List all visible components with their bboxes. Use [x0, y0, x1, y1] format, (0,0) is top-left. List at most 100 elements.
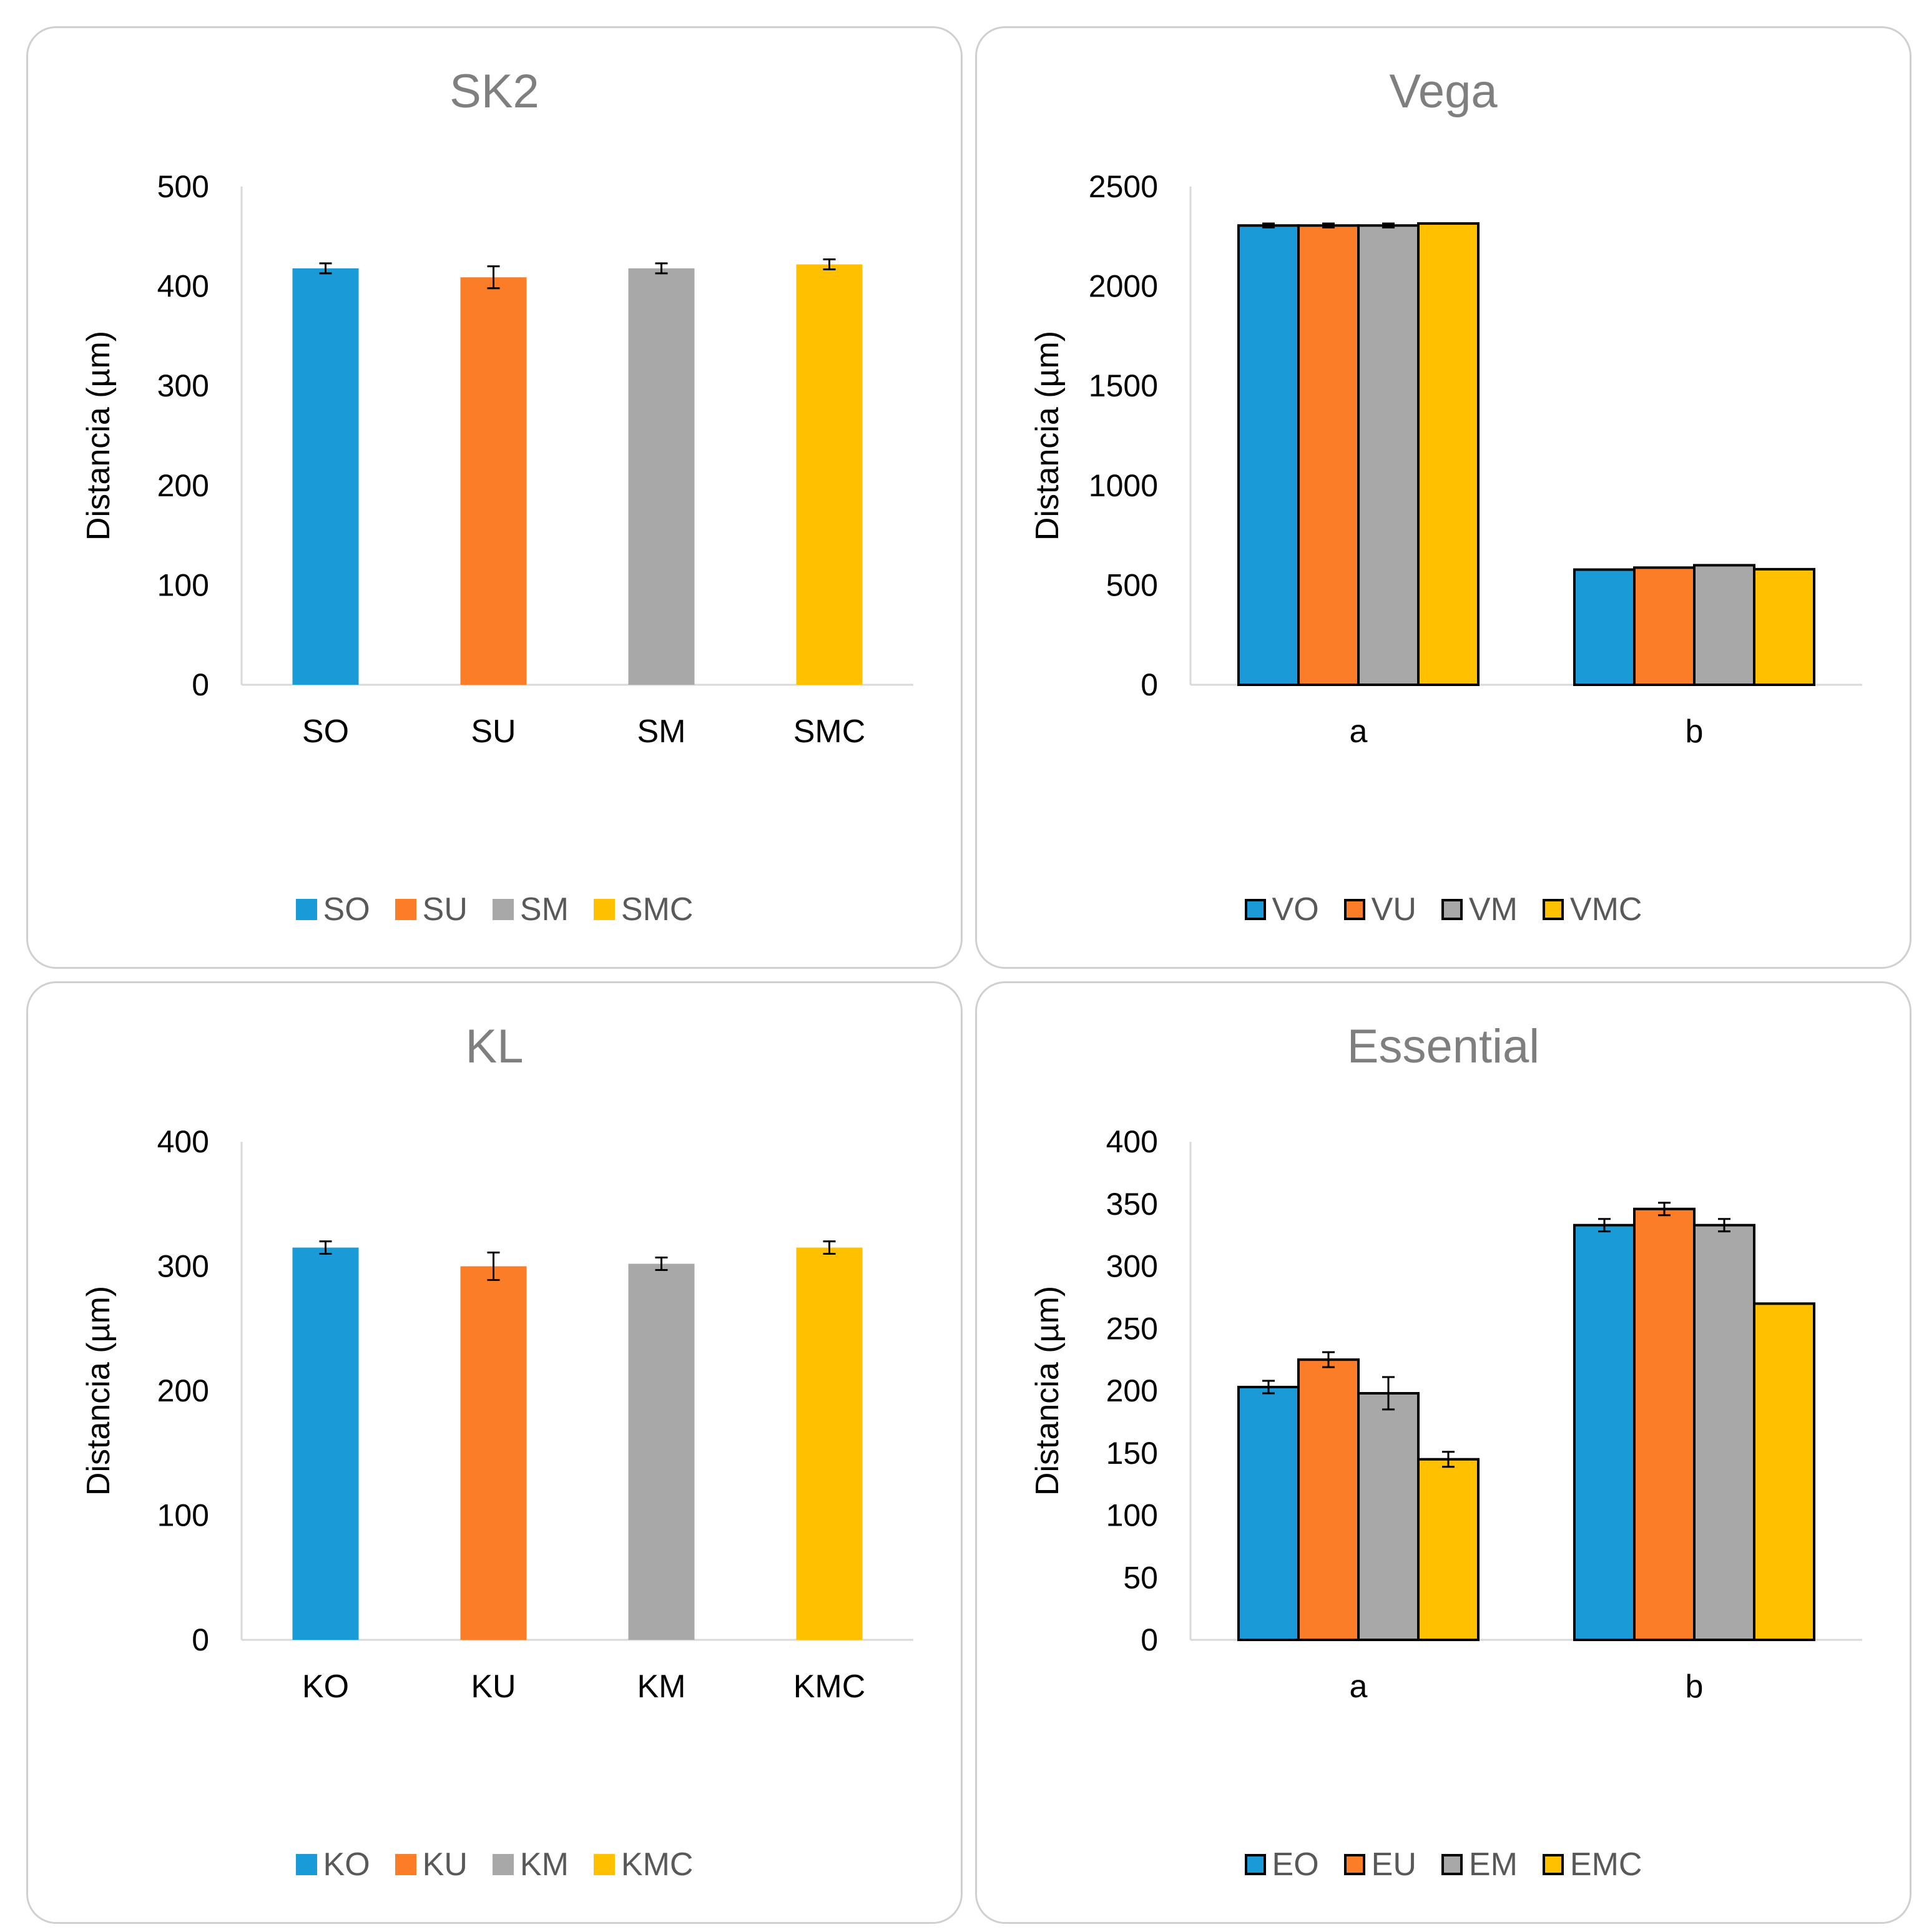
legend-item: SO — [295, 891, 370, 928]
bar-km — [628, 1263, 695, 1640]
legend-label: VM — [1468, 891, 1518, 928]
x-tick-label: SU — [471, 713, 516, 750]
bar-kmc — [796, 1247, 863, 1640]
legend-swatch — [492, 1854, 514, 1875]
legend-item: VMC — [1542, 891, 1642, 928]
y-tick-label: 250 — [1106, 1311, 1158, 1346]
bar-smc — [796, 264, 863, 685]
chart-legend: KO KU KM KMC — [28, 1846, 961, 1883]
legend-label: EM — [1468, 1846, 1518, 1883]
legend-label: SO — [323, 891, 370, 928]
legend-swatch — [295, 1854, 317, 1875]
legend-label: EU — [1371, 1846, 1416, 1883]
legend-item: EU — [1343, 1846, 1416, 1883]
x-tick-label: KM — [637, 1669, 686, 1705]
y-axis-label: Distancia (µm) — [1029, 1286, 1066, 1496]
chart-legend: EO EU EM EMC — [977, 1846, 1910, 1883]
y-tick-label: 300 — [157, 368, 209, 403]
legend-swatch — [395, 899, 416, 920]
chart-plot: 0 100 200 300 400 Distancia (µm) KO KU KM KMC — [81, 1124, 913, 1705]
chart-title: KL — [465, 1020, 524, 1073]
bar-vu-b — [1633, 566, 1696, 687]
chart-legend: VO VU VM VMC — [977, 891, 1910, 928]
y-tick-label: 200 — [157, 1373, 209, 1408]
bar-eu-b — [1633, 1207, 1696, 1642]
chart-plot: 0 50 100 150 200 250 300 350 400 Distancia (µm) a b — [1029, 1124, 1862, 1705]
y-tick-label: 500 — [157, 169, 209, 204]
y-axis-label: Distancia (µm) — [81, 1286, 117, 1496]
bar-vu-a — [1297, 224, 1360, 686]
legend-item: SMC — [593, 891, 693, 928]
chart-title: Essential — [1347, 1020, 1540, 1073]
legend-label: SM — [519, 891, 569, 928]
chart-panel-sk2: SK2 0 100 200 300 400 500 Distancia (µm) SO SU SM… — [26, 26, 963, 969]
y-tick-label: 300 — [1106, 1249, 1158, 1284]
legend-swatch — [593, 899, 615, 920]
legend-item: VM — [1441, 891, 1518, 928]
bar-vmc-b — [1753, 567, 1815, 687]
x-tick-label: SMC — [793, 713, 866, 750]
x-tick-label: KMC — [793, 1669, 866, 1705]
legend-swatch — [1343, 899, 1365, 920]
bar-eo-a — [1237, 1386, 1300, 1641]
legend-swatch — [1244, 899, 1266, 920]
bar-emc-b — [1753, 1302, 1815, 1641]
chart-title: SK2 — [449, 65, 539, 118]
legend-swatch — [1542, 899, 1564, 920]
y-tick-label: 300 — [157, 1249, 209, 1284]
legend-item: KO — [295, 1846, 370, 1883]
bar-vm-b — [1693, 564, 1755, 686]
chart-panel-essential: Essential 0 50 100 150 200 250 300 350 400 Distan… — [975, 981, 1912, 1924]
y-tick-label: 400 — [1106, 1124, 1158, 1159]
x-tick-label: SM — [637, 713, 686, 750]
y-tick-label: 0 — [1141, 1622, 1158, 1657]
bar-su — [460, 277, 527, 685]
chart-legend: SO SU SM SMC — [28, 891, 961, 928]
legend-label: KU — [422, 1846, 468, 1883]
bar-vm-a — [1357, 224, 1420, 686]
y-tick-label: 100 — [1106, 1498, 1158, 1533]
y-tick-label: 350 — [1106, 1187, 1158, 1222]
bar-vmc-a — [1417, 222, 1480, 686]
legend-swatch — [492, 899, 514, 920]
legend-swatch — [1441, 899, 1463, 920]
bar-vo-a — [1237, 224, 1300, 686]
y-tick-label: 0 — [192, 667, 209, 702]
x-tick-label: b — [1686, 1669, 1704, 1705]
legend-swatch — [1343, 1854, 1365, 1875]
legend-item: KU — [395, 1846, 468, 1883]
chart-panel-kl: KL 0 100 200 300 400 Distancia (µm) KO KU KM KMC … — [26, 981, 963, 1924]
legend-label: VU — [1371, 891, 1416, 928]
x-tick-label: a — [1350, 713, 1368, 750]
bar-emc-a — [1417, 1458, 1480, 1641]
y-tick-label: 0 — [192, 1622, 209, 1657]
legend-swatch — [1542, 1854, 1564, 1875]
y-tick-label: 2500 — [1089, 169, 1158, 204]
bar-em-a — [1357, 1391, 1420, 1641]
legend-item: SM — [492, 891, 569, 928]
legend-label: EO — [1272, 1846, 1319, 1883]
x-tick-label: KO — [302, 1669, 349, 1705]
y-tick-label: 1000 — [1089, 468, 1158, 503]
y-tick-label: 500 — [1106, 567, 1158, 602]
bar-vo-b — [1573, 568, 1636, 686]
y-tick-label: 100 — [157, 567, 209, 602]
y-tick-label: 400 — [157, 1124, 209, 1159]
legend-swatch — [295, 899, 317, 920]
legend-label: VMC — [1569, 891, 1642, 928]
legend-label: KO — [323, 1846, 370, 1883]
chart-plot: 0 100 200 300 400 500 Distancia (µm) SO SU SM SMC — [81, 169, 913, 750]
y-tick-label: 2000 — [1089, 269, 1158, 304]
legend-item: EMC — [1542, 1846, 1642, 1883]
legend-item: VU — [1343, 891, 1416, 928]
y-tick-label: 100 — [157, 1498, 209, 1533]
legend-swatch — [395, 1854, 416, 1875]
chart-panel-vega: Vega 0 500 1000 1500 2000 2500 Distancia (µm) a… — [975, 26, 1912, 969]
chart-plot: 0 500 1000 1500 2000 2500 Distancia (µm) a b — [1029, 169, 1862, 750]
legend-swatch — [593, 1854, 615, 1875]
legend-label: KM — [519, 1846, 569, 1883]
x-tick-label: SO — [302, 713, 349, 750]
bar-em-b — [1693, 1223, 1755, 1642]
bar-sm — [628, 268, 695, 685]
